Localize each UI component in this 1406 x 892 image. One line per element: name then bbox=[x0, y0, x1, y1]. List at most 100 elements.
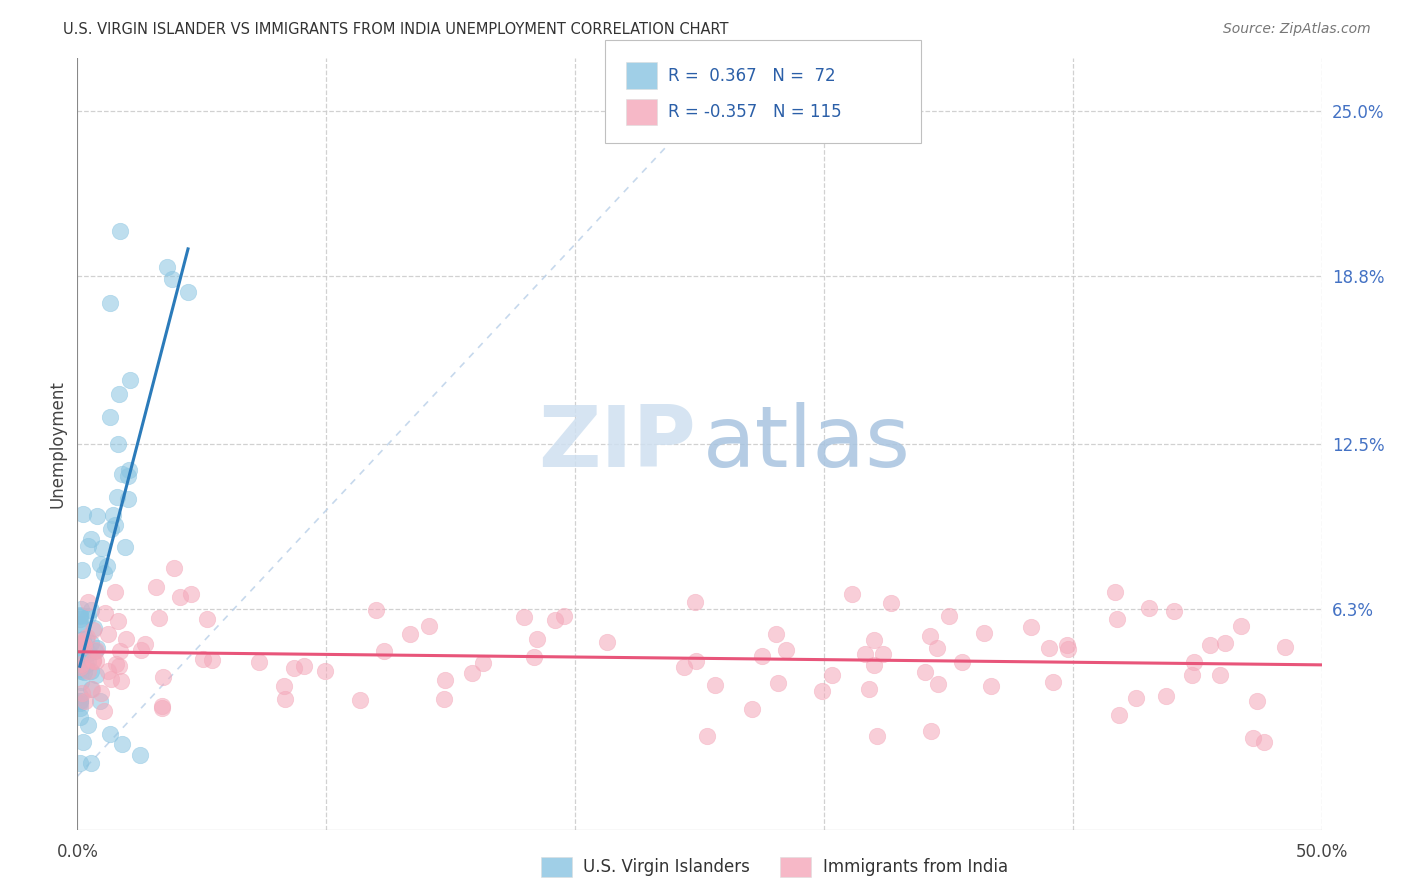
Point bbox=[98, 727, 121, 741]
Point bbox=[73, 694, 96, 708]
Point bbox=[70, 633, 93, 648]
Point bbox=[1230, 619, 1253, 633]
Point bbox=[69, 642, 91, 657]
Point bbox=[91, 541, 114, 555]
Point bbox=[314, 665, 336, 679]
Point bbox=[76, 630, 98, 644]
Point bbox=[191, 651, 214, 665]
Point bbox=[180, 587, 202, 601]
Point bbox=[72, 632, 94, 646]
Point bbox=[96, 558, 118, 573]
Point bbox=[69, 618, 91, 632]
Point bbox=[683, 595, 706, 609]
Point bbox=[70, 657, 93, 672]
Point bbox=[100, 522, 122, 536]
Point bbox=[741, 702, 763, 716]
Point bbox=[177, 285, 200, 299]
Point bbox=[72, 649, 94, 664]
Point bbox=[69, 701, 91, 715]
Point bbox=[247, 655, 270, 669]
Text: ZIP: ZIP bbox=[538, 402, 696, 485]
Point bbox=[70, 657, 93, 671]
Point bbox=[1104, 584, 1126, 599]
Point bbox=[118, 462, 141, 476]
Point bbox=[775, 643, 797, 657]
Point bbox=[75, 642, 97, 657]
Point bbox=[76, 664, 98, 678]
Point bbox=[73, 665, 96, 679]
Point bbox=[914, 665, 936, 680]
Point bbox=[69, 693, 91, 707]
Point bbox=[72, 507, 94, 521]
Point bbox=[105, 657, 128, 671]
Point bbox=[1125, 690, 1147, 705]
Point bbox=[77, 539, 100, 553]
Point bbox=[69, 617, 91, 632]
Point bbox=[69, 636, 91, 650]
Point bbox=[84, 642, 107, 657]
Point bbox=[853, 647, 876, 661]
Point bbox=[82, 654, 104, 668]
Point bbox=[810, 684, 832, 698]
Point bbox=[434, 673, 457, 688]
Point bbox=[696, 729, 718, 743]
Text: Immigrants from India: Immigrants from India bbox=[823, 858, 1008, 876]
Point bbox=[82, 623, 104, 637]
Point bbox=[86, 641, 108, 656]
Point bbox=[1274, 640, 1296, 655]
Point bbox=[117, 468, 139, 483]
Point bbox=[938, 608, 960, 623]
Point bbox=[98, 410, 121, 425]
Point bbox=[526, 632, 548, 647]
Point bbox=[595, 635, 617, 649]
Point bbox=[69, 710, 91, 724]
Point bbox=[283, 661, 305, 675]
Point bbox=[433, 691, 456, 706]
Point bbox=[89, 694, 111, 708]
Point bbox=[1181, 668, 1204, 682]
Point bbox=[1019, 620, 1042, 634]
Point bbox=[292, 659, 315, 673]
Point bbox=[108, 386, 131, 401]
Text: atlas: atlas bbox=[703, 402, 911, 485]
Point bbox=[1056, 641, 1078, 656]
Point bbox=[76, 718, 98, 732]
Point bbox=[108, 644, 131, 658]
Point bbox=[128, 747, 150, 762]
Point bbox=[118, 373, 141, 387]
Point bbox=[156, 260, 179, 274]
Point bbox=[148, 611, 170, 625]
Point bbox=[84, 667, 107, 681]
Point bbox=[80, 603, 103, 617]
Point bbox=[83, 643, 105, 657]
Y-axis label: Unemployment: Unemployment bbox=[48, 380, 66, 508]
Point bbox=[107, 436, 129, 450]
Text: U.S. Virgin Islanders: U.S. Virgin Islanders bbox=[583, 858, 751, 876]
Point bbox=[69, 612, 91, 626]
Point bbox=[1042, 675, 1064, 690]
Point bbox=[89, 558, 111, 572]
Point bbox=[858, 681, 880, 696]
Point bbox=[1241, 731, 1264, 745]
Point bbox=[104, 585, 127, 599]
Point bbox=[69, 689, 91, 703]
Point bbox=[973, 626, 995, 640]
Point bbox=[1137, 600, 1160, 615]
Point bbox=[117, 491, 139, 506]
Point bbox=[72, 648, 94, 662]
Text: U.S. VIRGIN ISLANDER VS IMMIGRANTS FROM INDIA UNEMPLOYMENT CORRELATION CHART: U.S. VIRGIN ISLANDER VS IMMIGRANTS FROM … bbox=[63, 22, 728, 37]
Point bbox=[1107, 612, 1129, 626]
Point bbox=[471, 656, 494, 670]
Point bbox=[863, 632, 886, 647]
Point bbox=[765, 626, 787, 640]
Point bbox=[70, 686, 93, 700]
Point bbox=[512, 610, 534, 624]
Point bbox=[80, 682, 103, 697]
Point bbox=[77, 646, 100, 660]
Text: Source: ZipAtlas.com: Source: ZipAtlas.com bbox=[1223, 22, 1371, 37]
Point bbox=[918, 630, 941, 644]
Point bbox=[766, 676, 789, 690]
Point bbox=[72, 735, 94, 749]
Point bbox=[1156, 689, 1178, 703]
Point bbox=[69, 608, 91, 623]
